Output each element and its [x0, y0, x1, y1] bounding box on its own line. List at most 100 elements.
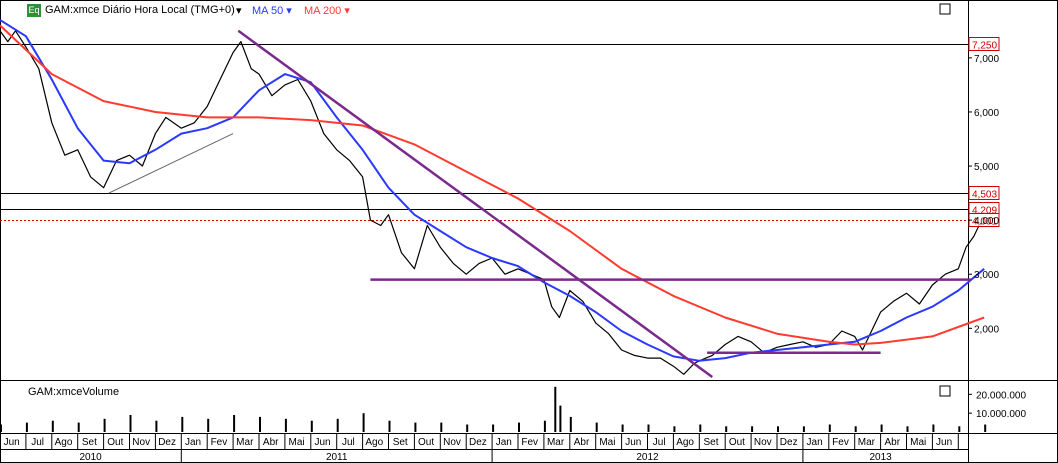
volume-bar-4 — [103, 418, 106, 432]
volume-bar-9 — [233, 415, 236, 432]
month-label-3: Set — [82, 437, 97, 448]
volume-bar-38 — [932, 424, 935, 432]
price-level-box-1 — [968, 186, 1000, 200]
ma200-label: MA 200 — [304, 5, 342, 17]
volume-bar-35 — [854, 426, 857, 432]
volume-bar-15 — [388, 420, 391, 432]
volume-bar-27 — [647, 424, 650, 432]
price-tick-label-4: 6,000 — [974, 108, 999, 119]
time-axis: Jun Jul Ago Set Out Nov Dez Jan Fev Mar Abr Mai Jun J… — [0, 434, 968, 463]
month-label-32: Fev — [832, 437, 849, 448]
volume-bar-21 — [543, 420, 546, 432]
volume-bar-28 — [673, 426, 676, 432]
month-label-17: Nov — [443, 437, 461, 448]
volume-bar-7 — [181, 416, 184, 432]
volume-bar-40 — [984, 424, 987, 432]
volume-bar-13 — [336, 418, 339, 432]
month-label-16: Out — [418, 437, 434, 448]
month-label-2: Ago — [55, 437, 73, 448]
volume-bar-37 — [906, 426, 909, 432]
price-level-label-2: 4,209 — [972, 206, 997, 217]
volume-bar-14 — [362, 413, 365, 432]
month-label-29: Nov — [754, 437, 772, 448]
volume-bar-18 — [466, 424, 469, 432]
volume-bar-29 — [699, 424, 702, 432]
volume-bar-17 — [440, 422, 443, 432]
year-label-3: 2013 — [869, 452, 892, 463]
month-label-15: Set — [393, 437, 408, 448]
volume-bar-22 — [554, 386, 557, 432]
price-tick-label-1: 3,000 — [974, 270, 999, 281]
month-label-8: Fev — [211, 437, 228, 448]
volume-bar-30 — [725, 426, 728, 432]
volume-bar-31 — [751, 426, 754, 432]
price-level-box-0 — [968, 37, 1000, 51]
maximize-price-pane-icon[interactable] — [939, 3, 951, 15]
month-label-10: Abr — [263, 437, 279, 448]
month-label-19: Jan — [496, 437, 512, 448]
trendline-0 — [237, 29, 714, 379]
volume-bar-24 — [569, 416, 572, 432]
volume-bar-3 — [77, 422, 80, 432]
month-label-21: Mar — [547, 437, 565, 448]
volume-bars — [0, 386, 987, 432]
year-label-1: 2011 — [326, 452, 348, 463]
month-label-20: Fev — [521, 437, 538, 448]
month-label-11: Mai — [289, 437, 305, 448]
month-label-13: Jul — [342, 437, 355, 448]
volume-bar-10 — [259, 416, 261, 432]
year-label-0: 2010 — [79, 452, 102, 463]
ma200-dropdown-icon: ▾ — [344, 5, 350, 17]
price-tick-label-0: 2,000 — [974, 324, 999, 335]
month-label-36: Jun — [936, 437, 952, 448]
series-line-1 — [0, 19, 985, 362]
volume-bar-6 — [155, 420, 158, 432]
month-label-34: Abr — [885, 437, 901, 448]
volume-tick-label-0: 10.000.000 — [976, 409, 1026, 420]
volume-bar-32 — [777, 426, 779, 432]
volume-title: GAM:xmceVolume — [28, 386, 120, 398]
volume-bar-23 — [559, 405, 562, 432]
price-tick-label-3: 5,000 — [974, 162, 999, 173]
month-label-25: Jul — [653, 437, 666, 448]
month-label-23: Mai — [599, 437, 615, 448]
ma50-label: MA 50 — [252, 5, 284, 17]
volume-bar-16 — [414, 422, 417, 432]
month-label-7: Jan — [185, 437, 201, 448]
maximize-volume-pane-icon[interactable] — [939, 385, 951, 397]
symbol-title[interactable]: GAM:xmce Diário Hora Local (TMG+0) — [45, 4, 235, 16]
volume-bar-8 — [207, 418, 210, 432]
month-label-9: Mar — [236, 437, 254, 448]
trendline-3 — [108, 133, 234, 194]
price-level-label-0: 7,250 — [972, 41, 997, 52]
ma50-legend[interactable]: MA 50 ▾ — [252, 4, 292, 17]
volume-axis: 10.000.000 20.000.000 — [968, 390, 1026, 420]
month-label-22: Abr — [574, 437, 590, 448]
volume-bar-19 — [492, 424, 495, 432]
month-label-31: Jan — [807, 437, 823, 448]
volume-bar-12 — [310, 420, 313, 432]
volume-bar-26 — [621, 424, 624, 432]
price-level-label-1: 4,503 — [972, 190, 997, 201]
eq-badge[interactable]: Eq — [27, 4, 41, 17]
month-label-12: Jun — [314, 437, 330, 448]
month-label-0: Jun — [4, 437, 20, 448]
price-level-label-3: 4,001 — [972, 217, 997, 228]
month-label-6: Dez — [158, 437, 176, 448]
volume-bar-36 — [880, 424, 883, 432]
month-label-35: Mai — [910, 437, 926, 448]
month-label-24: Jun — [625, 437, 641, 448]
volume-bar-0 — [0, 424, 2, 432]
volume-tick-label-1: 20.000.000 — [976, 390, 1026, 401]
price-tick-label-2: 4,000 — [974, 216, 999, 227]
ma200-legend[interactable]: MA 200 ▾ — [304, 4, 350, 17]
volume-bar-5 — [129, 415, 132, 432]
month-label-4: Out — [107, 437, 123, 448]
volume-bar-11 — [284, 418, 287, 432]
month-label-1: Jul — [31, 437, 44, 448]
symbol-dropdown-icon[interactable]: ▾ — [236, 5, 242, 17]
volume-bar-39 — [958, 426, 961, 432]
month-label-26: Ago — [676, 437, 694, 448]
